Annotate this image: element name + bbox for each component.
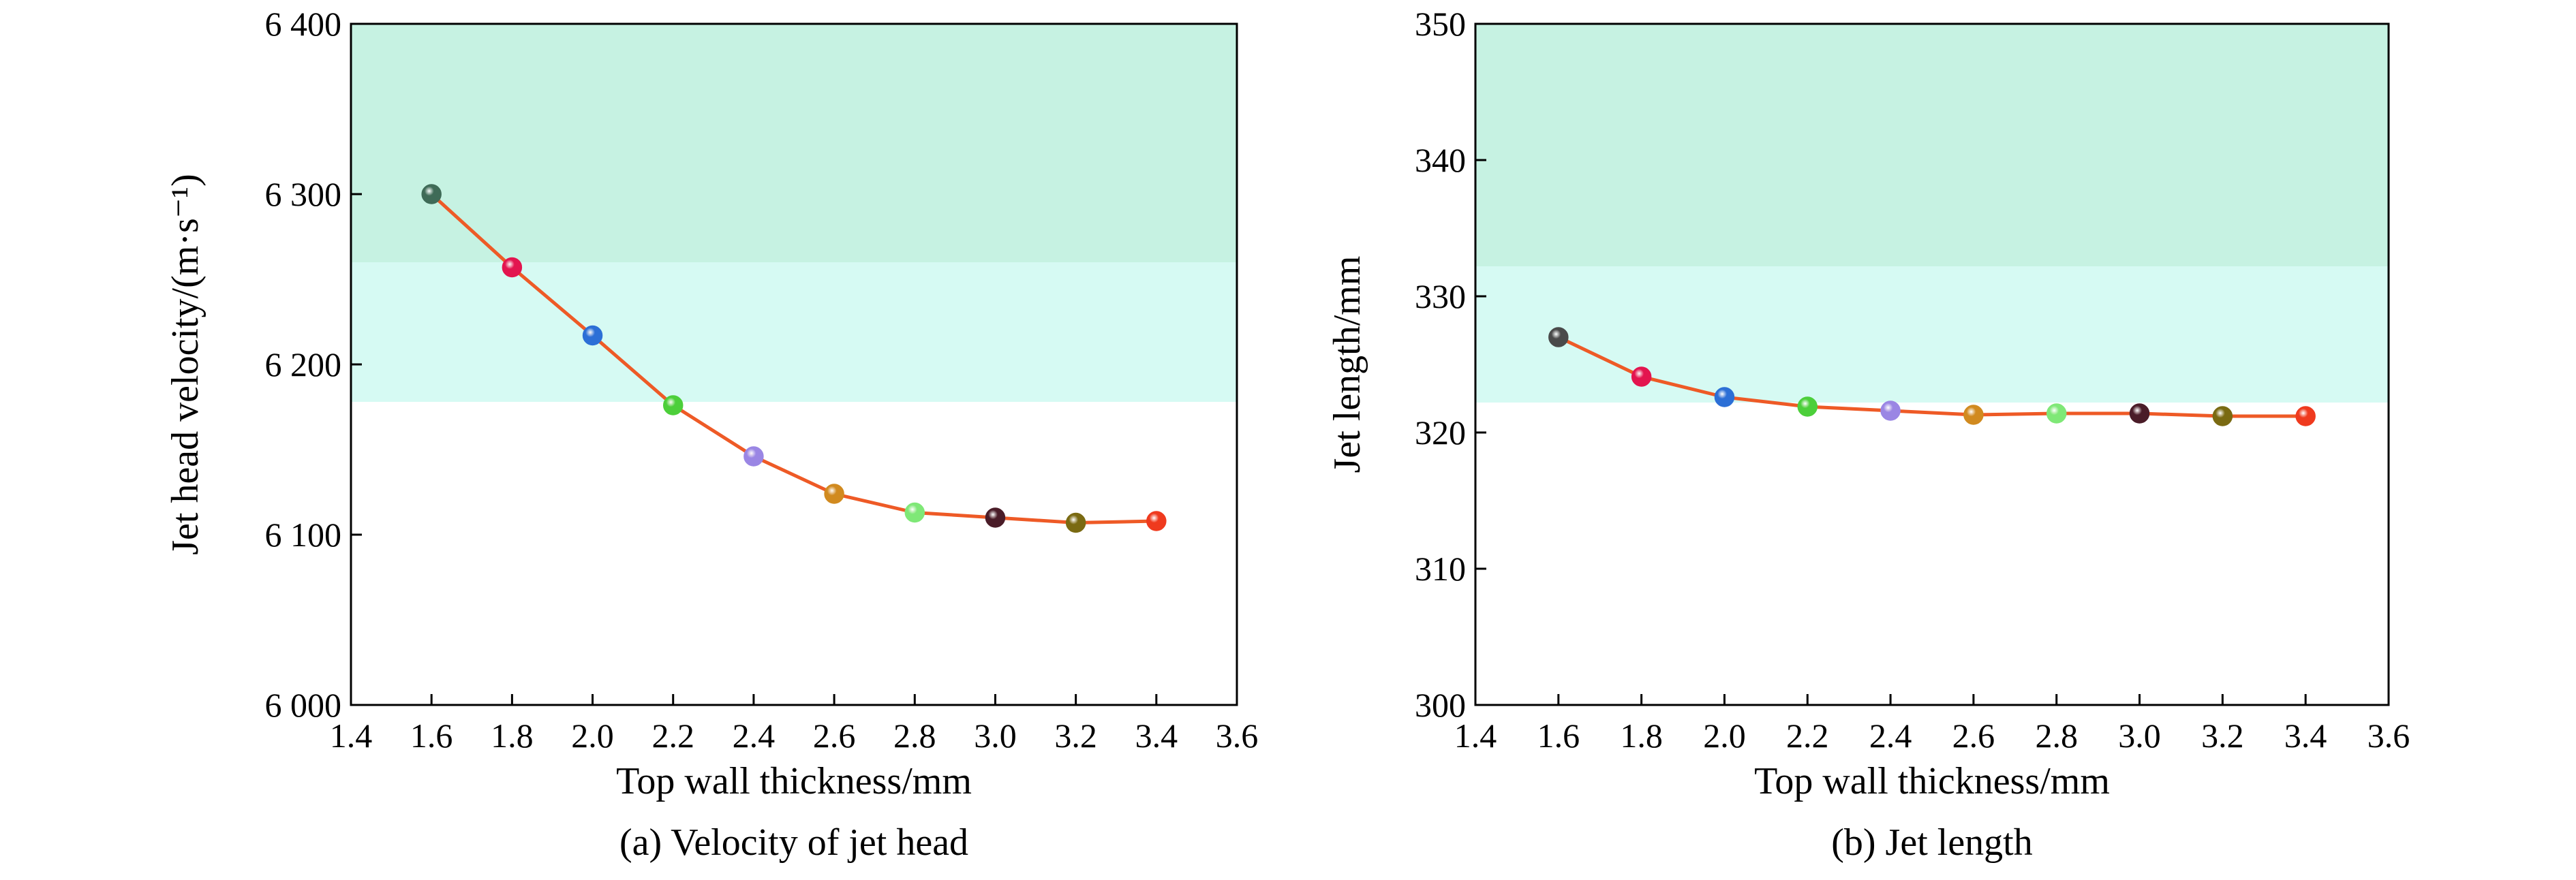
chart-panel-jet-length: 1.4 1.6 1.8 2.0 2.2 2.4 2.6 2.8 3.0 3.2 3.4 3.6 300 3…	[1326, 5, 2410, 864]
x-tick-label: 2.2	[651, 717, 694, 755]
chart-caption: (b) Jet length	[1831, 821, 2032, 864]
x-tick-label: 2.0	[571, 717, 614, 755]
x-tick-label: 1.8	[1620, 717, 1663, 755]
x-tick-label: 1.4	[330, 717, 373, 755]
x-tick-label: 3.2	[1054, 717, 1097, 755]
chart-panel-velocity: 1.4 1.6 1.8 2.0 2.2 2.4 2.6 2.8 3.0 3.2 3.4 3.6 6 00…	[164, 5, 1258, 864]
data-point	[2295, 406, 2316, 426]
x-tick-label: 3.0	[2118, 717, 2161, 755]
y-tick-label: 6 100	[265, 516, 342, 554]
x-axis-label: Top wall thickness/mm	[1754, 760, 2110, 802]
y-tick-label: 6 400	[265, 5, 342, 43]
data-point	[1963, 405, 1984, 425]
data-point	[743, 446, 764, 467]
data-point	[1065, 512, 1086, 533]
y-axis-label: Jet length/mm	[1326, 256, 1368, 473]
data-point	[2129, 403, 2150, 424]
data-point	[985, 507, 1006, 528]
series-line	[1557, 335, 2306, 418]
y-tick-label: 6 300	[265, 175, 342, 213]
x-tick-label: 2.4	[733, 717, 776, 755]
shaded-band-1	[351, 262, 1237, 402]
shaded-band-0	[351, 24, 1237, 262]
y-tick-label: 6 200	[265, 345, 342, 383]
y-tick-label: 340	[1415, 141, 1466, 179]
x-tick-label: 2.0	[1703, 717, 1746, 755]
series-line	[430, 193, 1156, 524]
data-point	[1548, 327, 1569, 347]
data-point	[824, 484, 844, 504]
x-tick-label: 2.6	[1952, 717, 1995, 755]
data-point	[421, 184, 442, 204]
y-tick-label: 310	[1415, 550, 1466, 588]
x-axis-label: Top wall thickness/mm	[616, 760, 972, 802]
shaded-band-1	[1475, 266, 2389, 403]
data-point	[502, 257, 523, 278]
y-tick-label: 320	[1415, 413, 1466, 452]
data-point	[1797, 396, 1818, 417]
data-point	[1880, 400, 1901, 421]
x-tick-label: 3.6	[2367, 717, 2410, 755]
data-point	[1631, 366, 1652, 387]
data-point	[1146, 511, 1167, 531]
data-point	[904, 502, 925, 523]
x-tick-label: 1.4	[1454, 717, 1497, 755]
x-tick-label: 1.8	[491, 717, 534, 755]
x-tick-label: 2.8	[2035, 717, 2078, 755]
x-tick-label: 3.4	[1135, 717, 1178, 755]
y-tick-label: 350	[1415, 5, 1466, 43]
x-tick-label: 1.6	[410, 717, 453, 755]
shaded-band-0	[1475, 24, 2389, 266]
y-tick-label: 6 000	[265, 686, 342, 724]
x-tick-label: 3.6	[1216, 717, 1259, 755]
y-tick-label: 330	[1415, 277, 1466, 315]
x-tick-label: 2.2	[1786, 717, 1829, 755]
data-point	[582, 325, 603, 346]
x-tick-label: 2.6	[813, 717, 856, 755]
chart-caption: (a) Velocity of jet head	[619, 821, 968, 864]
x-tick-label: 3.4	[2284, 717, 2327, 755]
y-tick-label: 300	[1415, 686, 1466, 724]
data-point	[2046, 403, 2067, 424]
x-tick-label: 2.4	[1869, 717, 1912, 755]
plot-frame	[1474, 22, 2390, 706]
data-point	[662, 395, 684, 415]
x-tick-label: 3.2	[2201, 717, 2244, 755]
x-tick-label: 3.0	[974, 717, 1017, 755]
x-tick-label: 1.6	[1537, 717, 1580, 755]
data-point	[2212, 406, 2233, 426]
x-tick-label: 2.8	[893, 717, 936, 755]
data-point	[1714, 387, 1735, 407]
y-axis-label: Jet head velocity/(m·s⁻¹)	[164, 174, 206, 555]
